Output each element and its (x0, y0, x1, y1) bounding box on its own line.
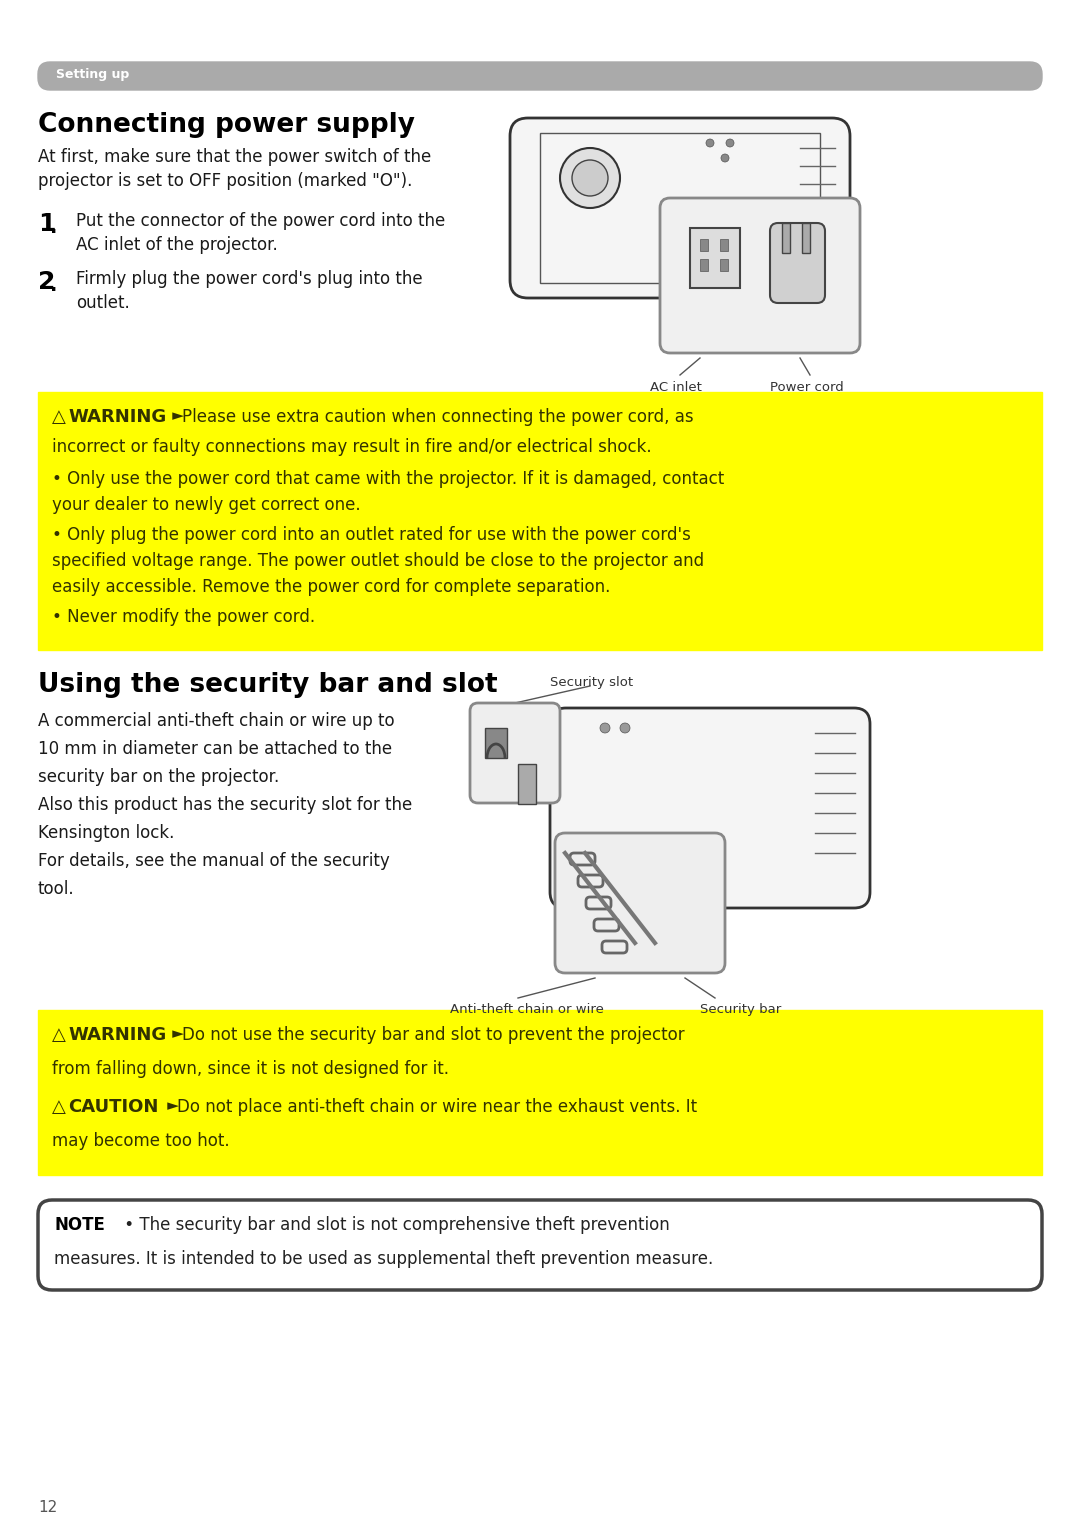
FancyBboxPatch shape (470, 703, 561, 803)
Text: .: . (50, 218, 57, 237)
FancyBboxPatch shape (770, 224, 825, 303)
Text: AC inlet: AC inlet (650, 381, 702, 394)
Text: △: △ (52, 1098, 66, 1115)
Bar (38, 1010, 1042, 1175)
FancyBboxPatch shape (555, 833, 725, 973)
Text: Security bar: Security bar (700, 1003, 781, 1016)
Text: tool.: tool. (38, 879, 75, 898)
Bar (782, 224, 789, 253)
Text: from falling down, since it is not designed for it.: from falling down, since it is not desig… (52, 1060, 449, 1079)
Circle shape (726, 139, 734, 147)
Bar (518, 764, 536, 804)
Text: 12: 12 (38, 1500, 57, 1515)
Circle shape (706, 139, 714, 147)
FancyBboxPatch shape (660, 198, 860, 352)
Bar (38, 392, 1042, 650)
Text: NOTE: NOTE (54, 1216, 105, 1233)
Bar (540, 133, 820, 283)
Text: WARNING: WARNING (68, 408, 166, 426)
Text: △: △ (52, 1026, 66, 1043)
FancyBboxPatch shape (550, 708, 870, 908)
Bar (700, 239, 708, 251)
Bar (802, 224, 810, 253)
Text: Power cord: Power cord (770, 381, 843, 394)
Text: Do not place anti-theft chain or wire near the exhaust vents. It: Do not place anti-theft chain or wire ne… (177, 1098, 697, 1115)
Text: Security slot: Security slot (550, 676, 633, 689)
Text: security bar on the projector.: security bar on the projector. (38, 768, 280, 786)
Text: Put the connector of the power cord into the: Put the connector of the power cord into… (76, 211, 445, 230)
FancyBboxPatch shape (510, 118, 850, 299)
Text: • Only plug the power cord into an outlet rated for use with the power cord's: • Only plug the power cord into an outle… (52, 525, 691, 544)
Text: ►: ► (167, 1026, 184, 1042)
Text: • Never modify the power cord.: • Never modify the power cord. (52, 608, 315, 627)
Bar (700, 259, 708, 271)
Bar (485, 728, 507, 758)
Text: specified voltage range. The power outlet should be close to the projector and: specified voltage range. The power outle… (52, 552, 704, 570)
Circle shape (600, 723, 610, 732)
Text: Firmly plug the power cord's plug into the: Firmly plug the power cord's plug into t… (76, 270, 422, 288)
Text: CAUTION: CAUTION (68, 1098, 159, 1115)
Text: 10 mm in diameter can be attached to the: 10 mm in diameter can be attached to the (38, 740, 392, 758)
Text: Please use extra caution when connecting the power cord, as: Please use extra caution when connecting… (183, 408, 693, 426)
Text: Also this product has the security slot for the: Also this product has the security slot … (38, 797, 413, 813)
Circle shape (561, 149, 620, 208)
Text: Kensington lock.: Kensington lock. (38, 824, 174, 843)
FancyBboxPatch shape (38, 61, 1042, 90)
Bar (720, 239, 728, 251)
Text: WARNING: WARNING (68, 1026, 166, 1043)
Text: your dealer to newly get correct one.: your dealer to newly get correct one. (52, 496, 361, 515)
Text: • Only use the power cord that came with the projector. If it is damaged, contac: • Only use the power cord that came with… (52, 470, 725, 489)
Text: incorrect or faulty connections may result in fire and/or electrical shock.: incorrect or faulty connections may resu… (52, 438, 651, 457)
Text: AC inlet of the projector.: AC inlet of the projector. (76, 236, 278, 254)
Text: A commercial anti-theft chain or wire up to: A commercial anti-theft chain or wire up… (38, 712, 394, 731)
Text: ►: ► (162, 1098, 179, 1114)
Text: For details, see the manual of the security: For details, see the manual of the secur… (38, 852, 390, 870)
FancyBboxPatch shape (38, 1200, 1042, 1290)
Text: Anti-theft chain or wire: Anti-theft chain or wire (450, 1003, 604, 1016)
Circle shape (572, 159, 608, 196)
Text: 2: 2 (38, 270, 55, 294)
Text: 1: 1 (38, 211, 55, 236)
Text: Connecting power supply: Connecting power supply (38, 112, 415, 138)
Text: projector is set to OFF position (marked "O").: projector is set to OFF position (marked… (38, 172, 413, 190)
Text: measures. It is intended to be used as supplemental theft prevention measure.: measures. It is intended to be used as s… (54, 1250, 713, 1268)
Circle shape (721, 155, 729, 162)
Text: Do not use the security bar and slot to prevent the projector: Do not use the security bar and slot to … (183, 1026, 685, 1043)
Text: may become too hot.: may become too hot. (52, 1132, 230, 1151)
Text: • The security bar and slot is not comprehensive theft prevention: • The security bar and slot is not compr… (119, 1216, 670, 1233)
Text: Setting up: Setting up (56, 67, 130, 81)
Text: .: . (50, 276, 57, 296)
Text: outlet.: outlet. (76, 294, 130, 313)
Text: easily accessible. Remove the power cord for complete separation.: easily accessible. Remove the power cord… (52, 578, 610, 596)
Text: △: △ (52, 408, 66, 426)
Circle shape (620, 723, 630, 732)
Bar (720, 259, 728, 271)
Text: ►: ► (167, 408, 184, 423)
Text: Using the security bar and slot: Using the security bar and slot (38, 673, 498, 699)
Bar (690, 228, 740, 288)
Text: At first, make sure that the power switch of the: At first, make sure that the power switc… (38, 149, 431, 165)
